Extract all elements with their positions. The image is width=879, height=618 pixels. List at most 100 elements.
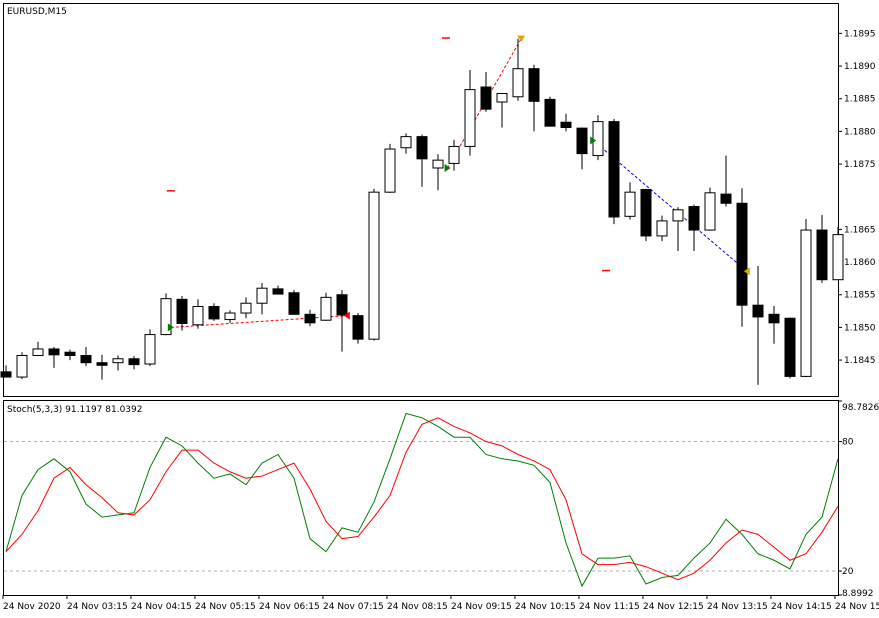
candle <box>192 299 204 329</box>
price-tick-label: 1.1855 <box>844 291 876 301</box>
candle <box>112 355 124 371</box>
time-tick-label: 24 Nov 15 <box>835 602 879 612</box>
candle-body <box>160 298 172 336</box>
candle <box>336 290 348 352</box>
candle-body <box>688 206 700 231</box>
price-tick-label: 1.1885 <box>844 95 876 105</box>
candle <box>80 347 92 366</box>
candle-body <box>480 86 492 110</box>
time-tick-label: 24 Nov 03:15 <box>67 602 128 612</box>
candle-body <box>176 298 188 324</box>
candle-body <box>528 68 540 102</box>
candle-body <box>256 287 268 304</box>
candle <box>640 188 652 242</box>
candle <box>96 354 108 380</box>
candle-body <box>16 354 28 378</box>
candle-body <box>832 234 844 281</box>
candle-body <box>96 362 108 366</box>
time-axis: 24 Nov 2020 24 Nov 03:15 24 Nov 04:15 24 No… <box>2 595 879 612</box>
candle <box>16 352 28 380</box>
price-axis: 1.1895 1.1890 1.1885 1.1880 1.1875 1.1865 1.18… <box>838 29 876 366</box>
candle <box>592 115 604 161</box>
candle-body <box>736 202 748 306</box>
stoch-panel-frame <box>3 400 839 596</box>
time-tick-label: 24 Nov 08:15 <box>387 602 448 612</box>
candle <box>320 292 332 321</box>
stoch-tick-label: 80 <box>842 438 854 448</box>
price-tick-label: 1.1845 <box>844 356 876 366</box>
candle <box>32 341 44 357</box>
candle-body <box>208 305 220 320</box>
candle-body <box>720 193 732 204</box>
price-tick-label: 1.1865 <box>844 225 876 235</box>
candle <box>448 139 460 171</box>
time-tick-label: 24 Nov 06:15 <box>259 602 320 612</box>
candle-body <box>464 89 476 147</box>
candle-body <box>656 220 668 237</box>
candle-body <box>560 121 572 128</box>
candle-body <box>576 127 588 155</box>
candle-body <box>0 371 12 378</box>
candle <box>224 310 236 323</box>
candle <box>400 133 412 154</box>
trend-line <box>170 315 347 328</box>
candle-body <box>304 313 316 324</box>
candle-body <box>336 294 348 316</box>
candle <box>768 305 780 344</box>
candle-body <box>592 121 604 157</box>
candle-body <box>816 229 828 281</box>
candle-body <box>496 93 508 103</box>
candle-body <box>752 304 764 318</box>
candle <box>800 218 812 378</box>
candle <box>528 64 540 132</box>
candle <box>576 127 588 170</box>
stoch-tick-label: 8.8992 <box>842 589 874 599</box>
candle <box>672 207 684 251</box>
stoch-tick-label: 98.7826 <box>842 403 879 413</box>
candle-body <box>144 334 156 365</box>
candle-body <box>128 358 140 366</box>
trend-line <box>592 140 748 272</box>
candle-body <box>288 292 300 315</box>
candle <box>560 113 572 132</box>
candle-body <box>112 358 124 364</box>
candle-body <box>48 348 60 356</box>
candle-body <box>672 209 684 222</box>
candle-body <box>240 302 252 314</box>
candle <box>832 226 844 281</box>
candle-body <box>80 354 92 364</box>
candle <box>512 38 524 101</box>
time-tick-label: 24 Nov 14:15 <box>771 602 832 612</box>
candle <box>240 297 252 319</box>
trend-lines <box>170 38 748 328</box>
time-tick-label: 24 Nov 11:15 <box>579 602 640 612</box>
signal-markers <box>166 35 750 332</box>
candle-body <box>368 191 380 340</box>
price-tick-label: 1.1875 <box>844 160 876 170</box>
candle <box>384 143 396 193</box>
candle <box>256 282 268 315</box>
candle <box>784 317 796 379</box>
stoch-main-line <box>5 412 839 588</box>
candle-body <box>416 136 428 160</box>
candle <box>544 96 556 127</box>
candle-body <box>544 98 556 127</box>
signal-arrow-marker <box>743 267 750 276</box>
candle <box>272 285 284 295</box>
stoch-axis: 98.7826 80 20 8.8992 <box>4 400 879 599</box>
signal-arrow-marker <box>517 35 526 42</box>
candle <box>416 134 428 187</box>
price-panel-frame <box>3 3 839 397</box>
candle <box>144 329 156 366</box>
candle-body <box>272 288 284 295</box>
candle-body <box>400 136 412 149</box>
candle-body <box>384 148 396 193</box>
candle-body <box>320 296 332 321</box>
indicator-label: Stoch(5,3,3) 91.1197 81.0392 <box>7 405 142 415</box>
candle <box>688 204 700 251</box>
candle <box>720 155 732 207</box>
time-tick-label: 24 Nov 07:15 <box>323 602 384 612</box>
candle-body <box>608 121 620 218</box>
candle <box>496 93 508 128</box>
